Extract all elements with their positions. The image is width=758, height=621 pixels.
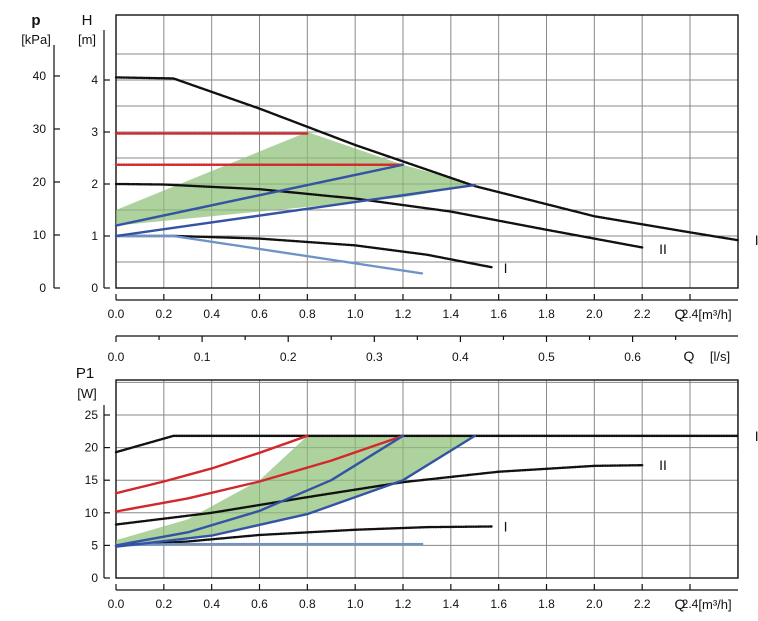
flow-ls-axis-panel: 0.0 0.1 0.2 0.3 0.4 0.5 0.6 Q [l/s]: [108, 335, 738, 364]
head-curve-label: III: [755, 232, 758, 248]
head-h-tick-label: 4: [91, 73, 98, 87]
power-series-line: [114, 525, 493, 547]
head-x-tick-label: 1.0: [347, 307, 364, 321]
head-series-line: [114, 182, 644, 249]
power-x-tick-label: 2.2: [634, 597, 651, 611]
ls-axis-tick-label: 0.4: [452, 350, 469, 364]
head-x-tick-label: 0.2: [155, 307, 172, 321]
power-x-tick-label: 1.0: [347, 597, 364, 611]
power-series-line: [114, 434, 405, 547]
head-h-axis-title: H: [82, 12, 93, 29]
head-p-tick-label: 30: [33, 122, 47, 136]
head-h-tick-label: 1: [91, 229, 98, 243]
ls-axis-title: Q: [684, 348, 695, 364]
power-curve-label: I: [504, 518, 508, 534]
head-x-axis-title: Q: [675, 306, 686, 322]
power-y-tick-label: 20: [85, 441, 99, 455]
head-x-tick-label: 1.2: [395, 307, 412, 321]
head-x-tick-label: 2.4: [682, 307, 699, 321]
ls-axis-tick-label: 0.2: [280, 350, 297, 364]
power-x-tick-label: 2.0: [586, 597, 603, 611]
ls-axis-tick-label: 0.5: [538, 350, 555, 364]
power-x-tick-label: 0.4: [203, 597, 220, 611]
power-x-tick-label: 2.4: [682, 597, 699, 611]
head-x-tick-label: 1.8: [538, 307, 555, 321]
head-p-tick-label: 40: [33, 69, 47, 83]
power-series-line: [114, 464, 644, 526]
power-x-axis-unit: [m³/h]: [698, 597, 731, 612]
head-x-tick-label: 0.0: [108, 307, 125, 321]
power-series-line: [114, 434, 309, 495]
ls-axis-tick-label: 0.6: [624, 350, 641, 364]
ls-axis-tick-label: 0.0: [108, 350, 125, 364]
power-series-line: [114, 434, 740, 454]
power-chart-panel: IIIIII0510152025P1[W]0.00.20.40.60.81.01…: [76, 365, 758, 612]
power-y-axis-unit: [W]: [77, 386, 97, 401]
power-x-tick-label: 1.8: [538, 597, 555, 611]
power-x-tick-label: 0.8: [299, 597, 316, 611]
head-series-line: [114, 234, 493, 269]
power-x-axis-title: Q: [675, 596, 686, 612]
head-x-tick-label: 0.4: [203, 307, 220, 321]
head-p-tick-label: 20: [33, 175, 47, 189]
power-x-tick-label: 0.2: [155, 597, 172, 611]
power-x-tick-label: 0.6: [251, 597, 268, 611]
power-series-line: [114, 434, 405, 513]
head-x-tick-label: 1.6: [490, 307, 507, 321]
power-x-tick-label: 1.2: [395, 597, 412, 611]
power-curve-label: III: [755, 428, 758, 444]
head-x-tick-label: 1.4: [442, 307, 459, 321]
head-series-line: [114, 234, 424, 275]
power-y-tick-label: 15: [85, 473, 99, 487]
head-series-line: [114, 183, 476, 238]
head-operating-area: [116, 132, 475, 226]
head-curve-label: II: [659, 241, 667, 257]
head-h-axis-unit: [m]: [78, 32, 96, 47]
head-series-line: [114, 76, 740, 242]
head-p-tick-label: 0: [39, 281, 46, 295]
head-h-tick-label: 0: [91, 281, 98, 295]
ls-axis-tick-label: 0.3: [366, 350, 383, 364]
head-x-tick-label: 0.8: [299, 307, 316, 321]
head-x-axis-unit: [m³/h]: [698, 307, 731, 322]
head-curve-label: I: [504, 260, 508, 276]
power-y-tick-label: 0: [91, 571, 98, 585]
head-chart-panel: IIIIII01234010203040p[kPa]H[m]0.00.20.40…: [21, 12, 758, 322]
power-y-axis-title: P1: [76, 365, 94, 382]
head-plot-frame: [115, 14, 739, 289]
power-series-line: [114, 542, 424, 547]
head-series-line: [114, 163, 405, 227]
power-y-tick-label: 5: [91, 538, 98, 552]
head-x-tick-label: 2.0: [586, 307, 603, 321]
power-x-tick-label: 1.4: [442, 597, 459, 611]
power-y-tick-label: 25: [85, 408, 99, 422]
head-p-tick-label: 10: [33, 228, 47, 242]
power-plot-frame: [115, 379, 739, 579]
head-p-axis-unit: [kPa]: [21, 32, 51, 47]
head-x-tick-label: 2.2: [634, 307, 651, 321]
head-x-tick-label: 0.6: [251, 307, 268, 321]
power-x-tick-label: 1.6: [490, 597, 507, 611]
power-x-tick-label: 0.0: [108, 597, 125, 611]
head-h-tick-label: 2: [91, 177, 98, 191]
power-curve-label: II: [659, 457, 667, 473]
power-y-tick-label: 10: [85, 506, 99, 520]
power-series-line: [114, 434, 476, 548]
ls-axis-tick-label: 0.1: [194, 350, 211, 364]
power-operating-area: [116, 435, 475, 547]
head-h-tick-label: 3: [91, 125, 98, 139]
ls-axis-unit: [l/s]: [710, 349, 730, 364]
head-p-axis-title: p: [31, 12, 40, 29]
